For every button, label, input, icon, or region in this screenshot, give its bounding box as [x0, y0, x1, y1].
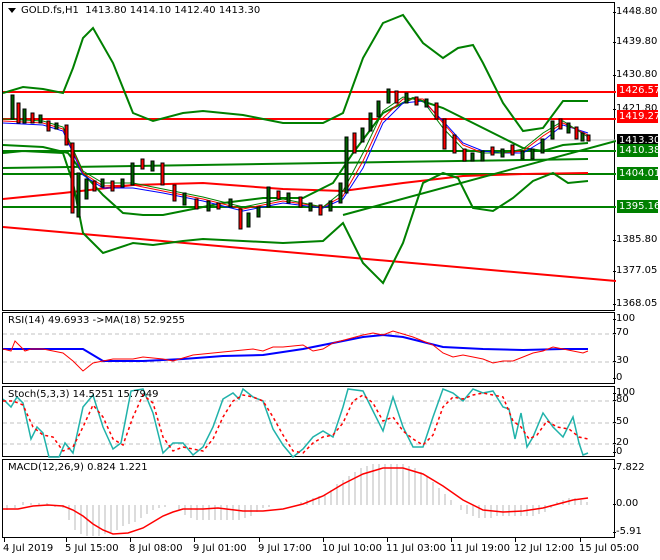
price-chart-canvas	[3, 13, 616, 285]
time-label: 9 Jul 17:00	[258, 543, 312, 554]
ohlc-values: 1413.80 1414.10 1412.40 1413.30	[85, 5, 261, 16]
stoch-tick: 100	[612, 387, 636, 398]
time-label: 11 Jul 19:00	[450, 543, 510, 554]
price-tick: 1421.80	[612, 103, 658, 114]
time-tick	[580, 538, 581, 542]
rsi-axis: 100 70 30 0	[612, 312, 660, 384]
price-label-support-3: 1395.16	[617, 200, 660, 213]
time-label: 9 Jul 01:00	[193, 543, 247, 554]
time-label: 10 Jul 10:00	[322, 543, 382, 554]
time-label: 11 Jul 03:00	[386, 543, 446, 554]
rsi-tick: 30	[613, 355, 629, 366]
symbol-label: GOLD.fs,H1	[21, 5, 79, 16]
price-chart-pane[interactable]: GOLD.fs,H1 1413.80 1414.10 1412.40 1413.…	[2, 2, 616, 311]
rsi-tick: 70	[613, 327, 629, 338]
chart-title: GOLD.fs,H1 1413.80 1414.10 1412.40 1413.…	[8, 5, 260, 16]
stoch-tick: 80	[613, 394, 629, 405]
time-label: 12 Jul 12:00	[514, 543, 574, 554]
time-tick	[259, 538, 260, 542]
time-label: 5 Jul 15:00	[65, 543, 119, 554]
rsi-title: RSI(14) 49.6933 ->MA(18) 52.9255	[8, 315, 185, 326]
price-axis: 1448.80 1439.80 1430.80 1421.80 1385.80 …	[612, 0, 660, 311]
time-tick	[130, 538, 131, 542]
rsi-canvas	[3, 330, 616, 372]
price-tick: 1439.80	[612, 36, 658, 47]
stoch-tick: 50	[613, 416, 629, 427]
macd-pane[interactable]: MACD(12,26,9) 0.824 1.221	[2, 459, 615, 538]
macd-axis: 7.822 0.00 -5.91	[612, 459, 660, 538]
macd-title: MACD(12,26,9) 0.824 1.221	[8, 462, 148, 473]
price-tick: 1368.05	[612, 298, 658, 309]
time-tick	[194, 538, 195, 542]
price-label-resistance-1: 1426.57	[617, 84, 660, 97]
time-tick	[323, 538, 324, 542]
stochastic-pane[interactable]: Stoch(5,3,3) 14.5251 15.7949	[2, 386, 616, 458]
price-tick: 1430.80	[612, 69, 658, 80]
rsi-tick: 100	[612, 313, 636, 324]
price-label-current: 1413.30	[617, 134, 660, 147]
rsi-pane[interactable]: RSI(14) 49.6933 ->MA(18) 52.9255	[2, 312, 616, 384]
price-label-resistance-2: 1419.27	[617, 110, 660, 123]
time-label: 8 Jul 08:00	[129, 543, 183, 554]
price-tick: 1377.05	[612, 265, 658, 276]
macd-canvas	[3, 464, 589, 536]
price-label-support-2: 1404.01	[617, 167, 660, 180]
macd-tick: 0.00	[612, 498, 639, 509]
stoch-tick: 20	[613, 437, 629, 448]
price-label-support-1: 1410.38	[617, 144, 660, 157]
macd-tick: -5.91	[613, 526, 642, 537]
time-tick	[66, 538, 67, 542]
time-label: 4 Jul 2019	[3, 543, 54, 554]
macd-tick: 7.822	[613, 462, 645, 473]
stoch-canvas	[3, 387, 616, 458]
price-tick: 1448.80	[612, 6, 658, 17]
time-tick	[451, 538, 452, 542]
time-tick	[515, 538, 516, 542]
stoch-axis: 100 80 50 20 0	[612, 386, 660, 457]
price-tick: 1385.80	[612, 234, 658, 245]
time-tick	[4, 538, 5, 542]
time-label: 15 Jul 05:00	[579, 543, 639, 554]
rsi-tick: 0	[612, 372, 623, 383]
stoch-title: Stoch(5,3,3) 14.5251 15.7949	[8, 389, 159, 400]
time-tick	[387, 538, 388, 542]
stoch-tick: 0	[612, 446, 623, 457]
triangle-down-icon[interactable]	[8, 7, 16, 13]
